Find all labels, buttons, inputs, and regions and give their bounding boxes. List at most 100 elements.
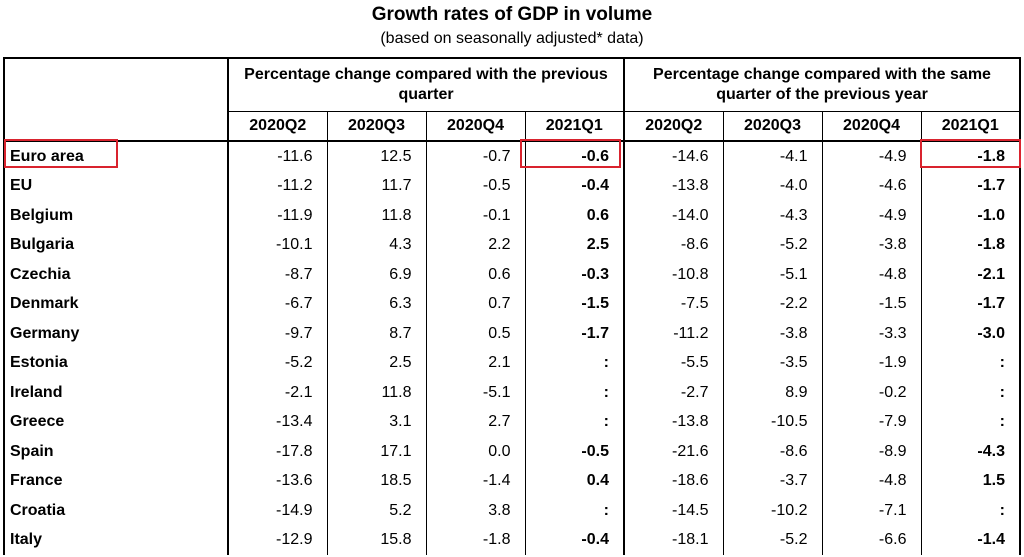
table-row: Czechia -8.7 6.9 0.6 -0.3 -10.8 -5.1 -4.8 -2.1 [3, 260, 1021, 290]
qoq-value-cell: -0.5 [426, 171, 526, 201]
country-cell: Belgium [3, 201, 229, 231]
quarter-header-yoy: 2021Q1 [921, 111, 1021, 142]
yoy-value-cell: -4.6 [822, 171, 922, 201]
quarter-header-qoq: 2020Q3 [327, 111, 427, 142]
qoq-value-cell: 11.7 [327, 171, 427, 201]
yoy-value-cell: -2.2 [723, 289, 823, 319]
yoy-value-cell: -1.8 [921, 230, 1021, 260]
country-cell: Bulgaria [3, 230, 229, 260]
qoq-value-cell: 15.8 [327, 525, 427, 555]
qoq-value-cell: 0.0 [426, 437, 526, 467]
yoy-value-cell: -14.0 [624, 201, 724, 231]
yoy-value-cell: -10.5 [723, 407, 823, 437]
yoy-value-cell: -1.7 [921, 171, 1021, 201]
table-row: Denmark -6.7 6.3 0.7 -1.5 -7.5 -2.2 -1.5 -1.7 [3, 289, 1021, 319]
yoy-value-cell: -3.5 [723, 348, 823, 378]
qoq-value-cell: 4.3 [327, 230, 427, 260]
yoy-value-cell: -0.2 [822, 378, 922, 408]
qoq-value-cell: -0.7 [426, 141, 526, 172]
qoq-value-cell: : [525, 496, 625, 526]
country-cell: Euro area [3, 141, 229, 172]
table-row: Germany -9.7 8.7 0.5 -1.7 -11.2 -3.8 -3.3 -3.0 [3, 319, 1021, 349]
yoy-value-cell: -5.5 [624, 348, 724, 378]
country-cell: Greece [3, 407, 229, 437]
country-cell: Ireland [3, 378, 229, 408]
qoq-value-cell: -6.7 [228, 289, 328, 319]
quarter-header-yoy: 2020Q4 [822, 111, 922, 142]
qoq-value-cell: -5.1 [426, 378, 526, 408]
yoy-value-cell: -3.8 [723, 319, 823, 349]
qoq-value-cell: -1.5 [525, 289, 625, 319]
yoy-value-cell: -18.6 [624, 466, 724, 496]
yoy-value-cell: -3.0 [921, 319, 1021, 349]
qoq-value-cell: -0.1 [426, 201, 526, 231]
qoq-value-cell: -11.6 [228, 141, 328, 172]
country-cell: Denmark [3, 289, 229, 319]
yoy-value-cell: -14.6 [624, 141, 724, 172]
yoy-value-cell: -3.7 [723, 466, 823, 496]
country-cell: Estonia [3, 348, 229, 378]
yoy-value-cell: -4.8 [822, 260, 922, 290]
qoq-value-cell: 5.2 [327, 496, 427, 526]
qoq-value-cell: -0.5 [525, 437, 625, 467]
table-row: Euro area -11.6 12.5 -0.7 -0.6 -14.6 -4.1 -4.9-… [3, 141, 1021, 172]
yoy-value-cell: 1.5 [921, 466, 1021, 496]
table-row: Croatia -14.9 5.2 3.8: -14.5 -10.2 -7.1: [3, 496, 1021, 526]
yoy-value-cell: -2.1 [921, 260, 1021, 290]
qoq-value-cell: -17.8 [228, 437, 328, 467]
country-cell: Spain [3, 437, 229, 467]
qoq-value-cell: -1.7 [525, 319, 625, 349]
yoy-value-cell: -1.5 [822, 289, 922, 319]
qoq-value-cell: 17.1 [327, 437, 427, 467]
qoq-value-cell: 3.1 [327, 407, 427, 437]
corner-cell [3, 57, 229, 112]
country-cell: Czechia [3, 260, 229, 290]
table-row: Belgium -11.9 11.8 -0.1 0.6 -14.0 -4.3 -4.9 -1.0 [3, 201, 1021, 231]
corner-cell-lower [3, 111, 229, 142]
table-row: Estonia -5.2 2.5 2.1: -5.5 -3.5 -1.9: [3, 348, 1021, 378]
yoy-value-cell: : [921, 348, 1021, 378]
yoy-value-cell: -13.8 [624, 407, 724, 437]
qoq-value-cell: 6.3 [327, 289, 427, 319]
country-cell: EU [3, 171, 229, 201]
yoy-value-cell: -4.8 [822, 466, 922, 496]
yoy-value-cell: -8.9 [822, 437, 922, 467]
country-cell: Italy [3, 525, 229, 555]
yoy-value-cell: -4.1 [723, 141, 823, 172]
quarter-header-row: 2020Q2 2020Q3 2020Q4 2021Q1 2020Q2 2020Q… [3, 111, 1021, 142]
qoq-value-cell: 11.8 [327, 201, 427, 231]
yoy-value-cell: -10.8 [624, 260, 724, 290]
qoq-value-cell: : [525, 407, 625, 437]
yoy-value-cell: -8.6 [723, 437, 823, 467]
qoq-value-cell: -0.4 [525, 525, 625, 555]
yoy-value-cell: -4.0 [723, 171, 823, 201]
page-title: Growth rates of GDP in volume [371, 4, 653, 25]
yoy-value-cell: 8.9 [723, 378, 823, 408]
yoy-value-cell: -1.8 [921, 141, 1021, 172]
qoq-value-cell: 2.2 [426, 230, 526, 260]
yoy-value-cell: : [921, 378, 1021, 408]
quarter-header-qoq: 2021Q1 [525, 111, 625, 142]
qoq-value-cell: -1.4 [426, 466, 526, 496]
yoy-value-cell: -18.1 [624, 525, 724, 555]
qoq-value-cell: 18.5 [327, 466, 427, 496]
yoy-value-cell: -5.1 [723, 260, 823, 290]
yoy-value-cell: -4.3 [723, 201, 823, 231]
yoy-value-cell: -8.6 [624, 230, 724, 260]
qoq-value-cell: -14.9 [228, 496, 328, 526]
qoq-value-cell: 8.7 [327, 319, 427, 349]
qoq-value-cell: -1.8 [426, 525, 526, 555]
yoy-value-cell: -7.9 [822, 407, 922, 437]
qoq-value-cell: -0.6 [525, 141, 625, 172]
qoq-value-cell: -2.1 [228, 378, 328, 408]
gdp-growth-table: Percentage change compared with the prev… [3, 57, 1021, 555]
yoy-value-cell: -6.6 [822, 525, 922, 555]
country-cell: France [3, 466, 229, 496]
table-row: Bulgaria -10.1 4.3 2.2 2.5 -8.6 -5.2 -3.8 -1.8 [3, 230, 1021, 260]
group-header-row: Percentage change compared with the prev… [3, 57, 1021, 112]
yoy-value-cell: -11.2 [624, 319, 724, 349]
yoy-value-cell: -5.2 [723, 525, 823, 555]
quarter-header-yoy: 2020Q2 [624, 111, 724, 142]
qoq-value-cell: -13.6 [228, 466, 328, 496]
qoq-value-cell: -13.4 [228, 407, 328, 437]
